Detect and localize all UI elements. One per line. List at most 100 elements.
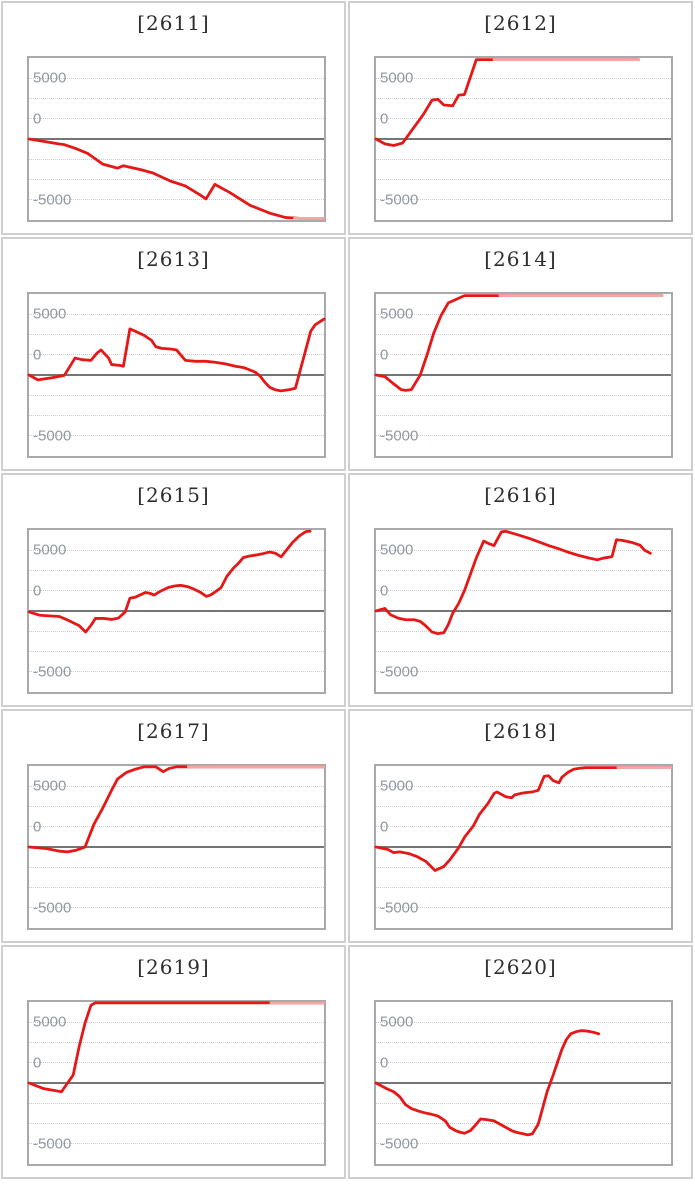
gridline-dotted <box>376 98 671 99</box>
gridline-dotted <box>29 887 324 888</box>
gridline-dotted <box>376 651 671 652</box>
series-svg <box>29 530 324 692</box>
y-axis-label-0: 0 <box>380 582 389 600</box>
gridline-dotted <box>29 394 324 396</box>
y-axis-label-5000: 5000 <box>380 541 414 559</box>
gridline-dotted <box>376 118 671 120</box>
gridline-dotted <box>29 671 324 673</box>
gridline-dotted <box>376 1021 671 1023</box>
gridline-dotted <box>29 435 324 437</box>
plot-area: 5000 0 -5000 <box>374 292 673 458</box>
gridline-dotted <box>29 785 324 787</box>
gridline-dotted <box>376 394 671 396</box>
gridline-dotted <box>376 785 671 787</box>
gridline-dotted <box>376 334 671 335</box>
gridline-dotted <box>29 199 324 201</box>
plot-area: 5000 0 -5000 <box>27 1000 326 1166</box>
gridline-dotted <box>376 77 671 79</box>
chart-card-2614: [2614] 5000 0 -5000 <box>348 237 693 471</box>
gridline-dotted <box>376 1042 671 1043</box>
plot-area: 5000 0 -5000 <box>374 528 673 694</box>
chart-title: [2611] <box>137 11 210 35</box>
gridline-dotted <box>29 826 324 828</box>
gridline-dotted <box>376 570 671 571</box>
y-axis-label--5000: -5000 <box>33 427 72 445</box>
y-axis-label-0: 0 <box>33 110 42 128</box>
gridline-dotted <box>376 671 671 673</box>
gridline-dotted <box>376 1062 671 1064</box>
series-line <box>376 60 639 146</box>
series-line <box>29 767 324 852</box>
gridline-dotted <box>29 354 324 356</box>
gridline-dotted <box>376 549 671 551</box>
gridline-dotted <box>376 199 671 201</box>
gridline-dotted <box>376 354 671 356</box>
gridline-dotted <box>376 313 671 315</box>
zero-line <box>376 846 671 848</box>
series-line <box>29 531 310 632</box>
chart-card-2617: [2617] 5000 0 -5000 <box>1 709 346 943</box>
series-line <box>376 531 650 633</box>
y-axis-label--5000: -5000 <box>380 191 419 209</box>
y-axis-label-0: 0 <box>380 110 389 128</box>
series-svg <box>29 58 324 220</box>
y-axis-label-5000: 5000 <box>33 777 67 795</box>
y-axis-label--5000: -5000 <box>380 899 419 917</box>
plot-area: 5000 0 -5000 <box>27 528 326 694</box>
chart-title: [2615] <box>137 483 210 507</box>
chart-title: [2612] <box>484 11 557 35</box>
gridline-dotted <box>376 435 671 437</box>
chart-card-2612: [2612] 5000 0 -5000 <box>348 1 693 235</box>
gridline-dotted <box>29 907 324 909</box>
chart-card-2618: [2618] 5000 0 -5000 <box>348 709 693 943</box>
y-axis-label--5000: -5000 <box>33 899 72 917</box>
chart-card-2613: [2613] 5000 0 -5000 <box>1 237 346 471</box>
series-svg <box>376 58 671 220</box>
gridline-dotted <box>29 590 324 592</box>
y-axis-label-5000: 5000 <box>33 69 67 87</box>
gridline-dotted <box>29 77 324 79</box>
gridline-dotted <box>29 415 324 416</box>
y-axis-label-0: 0 <box>33 1054 42 1072</box>
gridline-dotted <box>29 158 324 160</box>
gridline-dotted <box>376 866 671 868</box>
chart-title: [2620] <box>484 955 557 979</box>
zero-line <box>376 610 671 612</box>
series-line <box>29 319 324 391</box>
zero-line <box>29 374 324 376</box>
y-axis-label-5000: 5000 <box>380 69 414 87</box>
gridline-dotted <box>29 1062 324 1064</box>
y-axis-label-5000: 5000 <box>380 1013 414 1031</box>
series-line <box>29 139 324 218</box>
chart-card-2611: [2611] 5000 0 -5000 <box>1 1 346 235</box>
gridline-dotted <box>376 179 671 180</box>
series-line <box>376 296 662 391</box>
plot-area: 5000 0 -5000 <box>374 1000 673 1166</box>
plot-area: 5000 0 -5000 <box>27 764 326 930</box>
chart-title: [2617] <box>137 719 210 743</box>
y-axis-label-5000: 5000 <box>33 1013 67 1031</box>
gridline-dotted <box>29 1102 324 1104</box>
zero-line <box>376 1082 671 1084</box>
gridline-dotted <box>376 887 671 888</box>
gridline-dotted <box>376 907 671 909</box>
gridline-dotted <box>376 415 671 416</box>
chart-card-2616: [2616] 5000 0 -5000 <box>348 473 693 707</box>
zero-line <box>29 610 324 612</box>
series-svg <box>376 766 671 928</box>
gridline-dotted <box>29 651 324 652</box>
gridline-dotted <box>29 313 324 315</box>
y-axis-label--5000: -5000 <box>33 191 72 209</box>
y-axis-label--5000: -5000 <box>380 427 419 445</box>
gridline-dotted <box>29 1042 324 1043</box>
gridline-dotted <box>29 1021 324 1023</box>
y-axis-label-0: 0 <box>380 346 389 364</box>
y-axis-label--5000: -5000 <box>380 1135 419 1153</box>
plot-area: 5000 0 -5000 <box>27 292 326 458</box>
chart-title: [2619] <box>137 955 210 979</box>
chart-title: [2616] <box>484 483 557 507</box>
series-svg <box>29 294 324 456</box>
gridline-dotted <box>376 1102 671 1104</box>
series-svg <box>29 766 324 928</box>
gridline-dotted <box>29 98 324 99</box>
